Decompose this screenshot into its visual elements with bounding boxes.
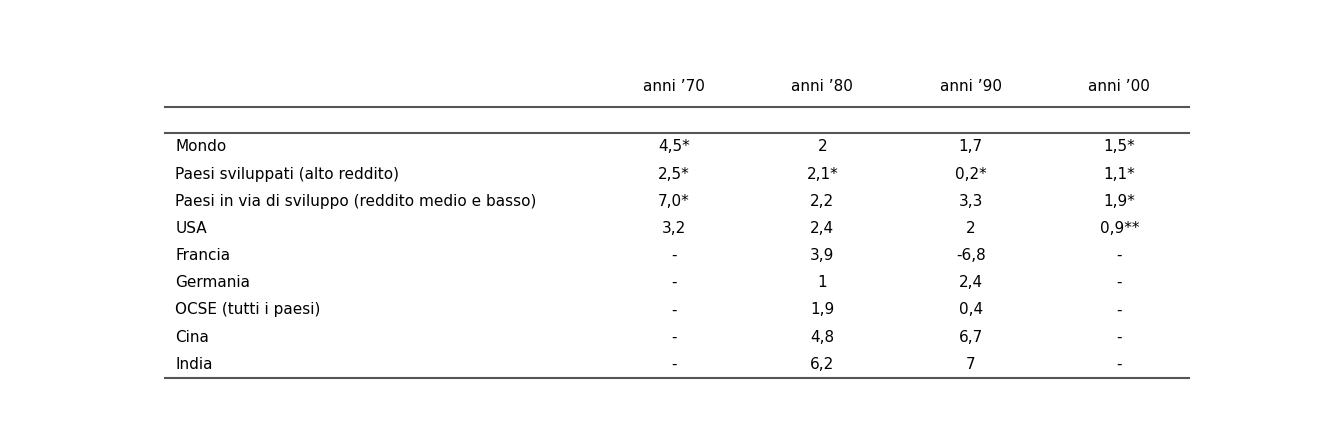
Text: 3,3: 3,3 [959,194,983,209]
Text: 2,1*: 2,1* [807,167,839,181]
Text: Germania: Germania [176,275,251,290]
Text: Paesi in via di sviluppo (reddito medio e basso): Paesi in via di sviluppo (reddito medio … [176,194,536,209]
Text: -: - [1116,330,1122,345]
Text: -: - [671,275,676,290]
Text: 3,2: 3,2 [662,221,686,236]
Text: -: - [671,248,676,263]
Text: 7: 7 [966,357,976,372]
Text: -: - [1116,302,1122,318]
Text: Cina: Cina [176,330,209,345]
Text: 1,5*: 1,5* [1103,140,1135,154]
Text: 4,8: 4,8 [810,330,835,345]
Text: Paesi sviluppati (alto reddito): Paesi sviluppati (alto reddito) [176,167,399,181]
Text: 4,5*: 4,5* [658,140,690,154]
Text: 6,2: 6,2 [810,357,835,372]
Text: anni ’70: anni ’70 [643,79,705,94]
Text: 3,9: 3,9 [810,248,835,263]
Text: India: India [176,357,213,372]
Text: 7,0*: 7,0* [658,194,690,209]
Text: OCSE (tutti i paesi): OCSE (tutti i paesi) [176,302,321,318]
Text: 2,4: 2,4 [810,221,835,236]
Text: 0,2*: 0,2* [955,167,987,181]
Text: 2,5*: 2,5* [658,167,690,181]
Text: 2: 2 [966,221,976,236]
Text: Mondo: Mondo [176,140,227,154]
Text: 0,4: 0,4 [959,302,983,318]
Text: Francia: Francia [176,248,230,263]
Text: -: - [671,302,676,318]
Text: 1,9: 1,9 [810,302,835,318]
Text: -: - [1116,248,1122,263]
Text: 2,2: 2,2 [810,194,835,209]
Text: 1,9*: 1,9* [1103,194,1135,209]
Text: 2,4: 2,4 [959,275,983,290]
Text: anni ’00: anni ’00 [1089,79,1151,94]
Text: -: - [1116,275,1122,290]
Text: anni ’90: anni ’90 [939,79,1001,94]
Text: -: - [671,330,676,345]
Text: 0,9**: 0,9** [1099,221,1139,236]
Text: -: - [1116,357,1122,372]
Text: -: - [671,357,676,372]
Text: 6,7: 6,7 [959,330,983,345]
Text: anni ’80: anni ’80 [791,79,853,94]
Text: -6,8: -6,8 [956,248,985,263]
Text: 1: 1 [818,275,827,290]
Text: 1,1*: 1,1* [1103,167,1135,181]
Text: USA: USA [176,221,207,236]
Text: 1,7: 1,7 [959,140,983,154]
Text: 2: 2 [818,140,827,154]
